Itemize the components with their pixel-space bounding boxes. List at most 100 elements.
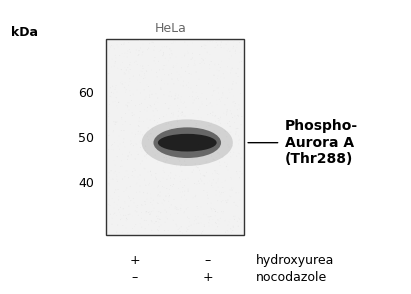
Point: [222, 128, 228, 133]
Point: [130, 143, 136, 148]
Point: [136, 102, 143, 107]
Point: [134, 210, 140, 214]
Point: [125, 49, 131, 54]
Point: [154, 120, 161, 125]
Point: [222, 129, 229, 134]
Text: –: –: [204, 254, 211, 268]
Point: [142, 97, 148, 102]
Point: [151, 206, 157, 211]
Point: [220, 85, 227, 90]
Text: +: +: [129, 254, 140, 268]
Point: [168, 123, 175, 128]
Point: [195, 108, 202, 112]
Point: [183, 83, 189, 88]
Point: [116, 147, 123, 152]
Point: [183, 229, 190, 234]
Point: [215, 86, 222, 90]
Point: [106, 132, 113, 137]
Point: [216, 190, 223, 194]
Point: [222, 219, 228, 223]
Point: [138, 101, 145, 106]
Point: [228, 177, 235, 181]
Point: [115, 100, 122, 105]
Point: [132, 156, 139, 161]
Point: [208, 214, 215, 219]
Point: [161, 185, 167, 190]
Point: [126, 151, 133, 155]
Point: [186, 71, 192, 76]
Point: [193, 143, 200, 148]
Point: [220, 211, 226, 215]
Point: [109, 142, 116, 147]
Point: [147, 103, 153, 108]
Point: [111, 46, 118, 51]
Point: [179, 55, 185, 60]
Point: [192, 58, 198, 63]
Point: [117, 213, 124, 217]
Point: [112, 53, 118, 58]
Point: [152, 175, 159, 180]
Point: [153, 122, 159, 127]
Point: [122, 88, 129, 93]
Point: [165, 228, 171, 233]
Point: [177, 127, 183, 132]
Point: [184, 154, 190, 158]
Point: [136, 38, 143, 43]
Point: [107, 212, 113, 217]
Point: [165, 173, 172, 178]
Point: [232, 49, 239, 53]
Point: [192, 118, 198, 123]
Point: [155, 148, 161, 153]
Point: [203, 124, 210, 129]
Point: [129, 213, 136, 218]
Point: [221, 46, 227, 50]
Point: [207, 52, 213, 57]
Point: [110, 177, 117, 182]
Point: [119, 152, 126, 157]
Point: [215, 172, 222, 177]
Point: [182, 159, 188, 164]
Point: [155, 192, 162, 197]
Point: [151, 59, 157, 63]
Point: [237, 137, 243, 142]
Point: [231, 113, 238, 118]
Point: [215, 178, 221, 183]
Point: [146, 95, 153, 100]
Point: [176, 226, 183, 230]
Point: [136, 52, 142, 57]
Point: [224, 96, 231, 101]
Point: [156, 116, 163, 121]
Point: [114, 42, 120, 47]
Point: [175, 121, 182, 126]
Point: [190, 98, 196, 102]
Point: [171, 64, 177, 69]
Point: [169, 126, 175, 131]
Point: [146, 210, 153, 214]
Point: [157, 132, 164, 137]
Point: [220, 190, 226, 195]
Point: [133, 190, 140, 195]
Point: [203, 103, 210, 108]
Point: [177, 83, 184, 88]
Point: [114, 166, 121, 171]
Point: [192, 63, 199, 67]
Point: [184, 215, 191, 219]
Point: [143, 209, 150, 214]
Point: [194, 182, 200, 186]
Point: [213, 171, 219, 176]
Point: [221, 128, 228, 132]
Point: [105, 112, 111, 117]
Point: [164, 216, 171, 221]
Point: [175, 96, 181, 100]
Point: [122, 51, 128, 56]
Point: [129, 113, 136, 118]
Point: [160, 67, 166, 71]
Point: [223, 96, 229, 101]
Point: [215, 210, 221, 215]
Point: [230, 79, 237, 84]
Point: [132, 51, 139, 56]
Point: [202, 46, 208, 51]
Point: [113, 230, 120, 234]
Point: [159, 44, 165, 49]
Point: [137, 80, 143, 85]
